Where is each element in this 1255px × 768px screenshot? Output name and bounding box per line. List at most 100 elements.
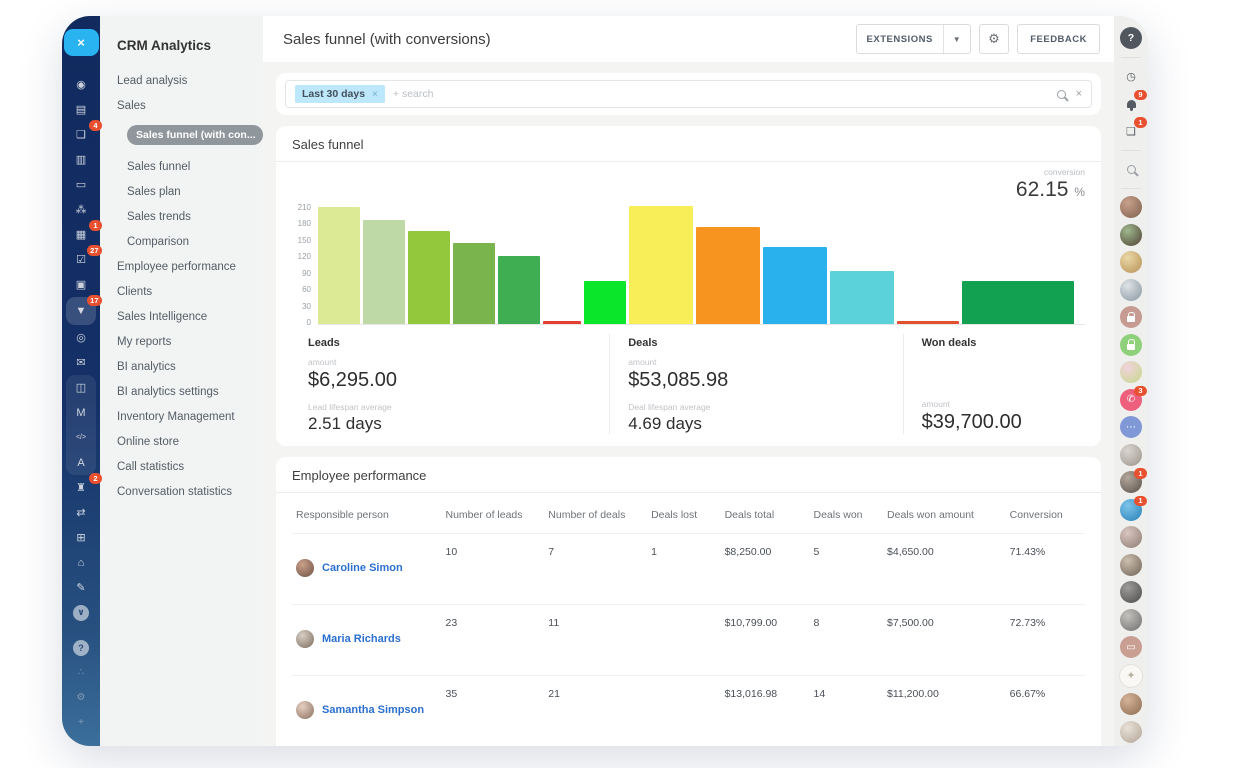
rail-chat[interactable]: ❑1 [1120,120,1142,142]
avatar[interactable] [1120,361,1142,383]
rail-sticker[interactable]: ✦ [1119,664,1143,688]
avatar[interactable] [1120,444,1142,466]
sidebar-item-sales-trends[interactable]: Sales trends [117,211,263,223]
clear-search-icon[interactable]: × [1076,88,1082,100]
person-name-link[interactable]: Maria Richards [322,633,401,645]
rail-item-box[interactable]: ◫ [66,375,96,400]
sidebar-item-comparison[interactable]: Comparison [117,236,263,248]
avatar[interactable] [1120,581,1142,603]
search-placeholder: + search [393,88,434,100]
settings-button[interactable]: ⚙ [979,24,1009,54]
rail-item-letter-a[interactable]: A [66,450,96,475]
extensions-button[interactable]: EXTENSIONS ▼ [856,24,972,54]
rail-item-sites[interactable]: M [66,400,96,425]
avatar[interactable] [1120,196,1142,218]
rail-item-messenger[interactable]: ❏4 [66,122,96,147]
sidebar-item-sales-funnel-with-con-[interactable]: Sales funnel (with con... [117,125,263,148]
funnel-bar-lead-stage-4[interactable] [453,243,495,324]
chevron-down-icon[interactable]: ▼ [943,25,970,53]
extensions-label[interactable]: EXTENSIONS [857,34,943,45]
rail-item-sliders[interactable]: ⇄ [66,500,96,525]
chip-close-icon[interactable]: × [372,89,378,100]
funnel-bar-deal-stage-4[interactable] [830,271,894,324]
sidebar-item-clients[interactable]: Clients [117,286,263,298]
avatar[interactable] [1120,609,1142,631]
avatar[interactable] [1120,251,1142,273]
rail-item-feed[interactable]: ▤ [66,97,96,122]
rail-item-gear[interactable]: ⚙ [66,685,96,710]
funnel-bar-deal-stage-1[interactable] [629,206,693,324]
sidebar-item-call-statistics[interactable]: Call statistics [117,461,263,473]
sidebar-item-sales[interactable]: Sales [117,100,263,112]
rail-lock[interactable] [1120,334,1142,356]
rail-item-help[interactable]: ? [66,635,96,660]
avatar[interactable]: 1 [1120,471,1142,493]
avatar[interactable] [1120,693,1142,715]
funnel-bar-deal-stage-2[interactable] [696,227,760,324]
percent-sign: % [1074,185,1085,199]
rail-item-document[interactable]: ▭ [66,172,96,197]
rail-bell[interactable]: 9 [1120,93,1142,115]
rail-group-chat[interactable]: ⋯ [1120,416,1142,438]
rail-item-robot[interactable]: ♜2 [66,475,96,500]
rail-item-printer[interactable]: ▥ [66,147,96,172]
rail-phone[interactable]: ✆3 [1120,389,1142,411]
rail-clock[interactable]: ◷ [1120,65,1142,87]
rail-help[interactable]: ? [1120,27,1142,49]
funnel-bar-lead-stage-5[interactable] [498,256,540,324]
rail-item-plus[interactable]: + [66,710,96,735]
avatar[interactable] [1120,554,1142,576]
sidebar-item-inventory-management[interactable]: Inventory Management [117,411,263,423]
funnel-bar-won-deals[interactable] [962,281,1074,324]
search-input[interactable]: Last 30 days × + search × [285,80,1092,108]
funnel-bar-lead-converted[interactable] [584,281,626,324]
avatar[interactable]: 1 [1120,499,1142,521]
avatar[interactable] [1120,721,1142,743]
rail-item-pulse[interactable]: ◉ [66,72,96,97]
rail-item-mail[interactable]: ✉ [66,350,96,375]
sidebar-item-bi-analytics-settings[interactable]: BI analytics settings [117,386,263,398]
feedback-button[interactable]: FEEDBACK [1017,24,1100,54]
rail-item-chevron-down[interactable]: ∨ [66,600,96,625]
avatar[interactable] [1120,526,1142,548]
nav-selected-pill[interactable]: Sales funnel (with con... [127,125,263,145]
rail-item-sitemap[interactable]: ∴ [66,660,96,685]
rail-item-target[interactable]: ◎ [66,325,96,350]
funnel-bar-lead-lost[interactable] [543,321,581,324]
rail-item-pen[interactable]: ✎ [66,575,96,600]
avatar[interactable] [1120,279,1142,301]
rail-item-people[interactable]: ⁂ [66,197,96,222]
rail-item-funnel[interactable]: ▼17 [66,297,96,325]
avatar[interactable] [1120,224,1142,246]
rail-lock[interactable] [1120,306,1142,328]
close-button[interactable]: × [64,29,99,56]
rail-item-cart[interactable]: ⊞ [66,525,96,550]
sidebar-item-employee-performance[interactable]: Employee performance [117,261,263,273]
filter-chip[interactable]: Last 30 days × [295,85,385,103]
funnel-bar-deal-lost[interactable] [897,321,959,324]
sidebar-item-sales-funnel[interactable]: Sales funnel [117,161,263,173]
rail-item-store[interactable]: ⌂ [66,550,96,575]
search-icon[interactable] [1057,90,1066,99]
sidebar-item-bi-analytics[interactable]: BI analytics [117,361,263,373]
sidebar-item-online-store[interactable]: Online store [117,436,263,448]
rail-search[interactable] [1120,158,1142,180]
person-name-link[interactable]: Caroline Simon [322,562,403,574]
sidebar-item-sales-plan[interactable]: Sales plan [117,186,263,198]
rail-card[interactable]: ▭ [1120,636,1142,658]
sidebar-item-lead-analysis[interactable]: Lead analysis [117,75,263,87]
tasks-icon: ☑ [76,253,86,266]
funnel-bar-lead-stage-2[interactable] [363,220,405,324]
rail-item-code[interactable]: </> [66,425,96,450]
funnel-bar-lead-stage-1[interactable] [318,207,360,324]
sidebar-item-my-reports[interactable]: My reports [117,336,263,348]
person-name-link[interactable]: Samantha Simpson [322,704,424,716]
sidebar-item-sales-intelligence[interactable]: Sales Intelligence [117,311,263,323]
rail-item-id-card[interactable]: ▣ [66,272,96,297]
close-icon: × [77,35,85,50]
rail-item-tasks[interactable]: ☑27 [66,247,96,272]
sidebar-item-conversation-statistics[interactable]: Conversation statistics [117,486,263,498]
funnel-bar-deal-stage-3[interactable] [763,247,827,324]
funnel-bar-lead-stage-3[interactable] [408,231,450,324]
rail-item-calendar[interactable]: ▦1 [66,222,96,247]
